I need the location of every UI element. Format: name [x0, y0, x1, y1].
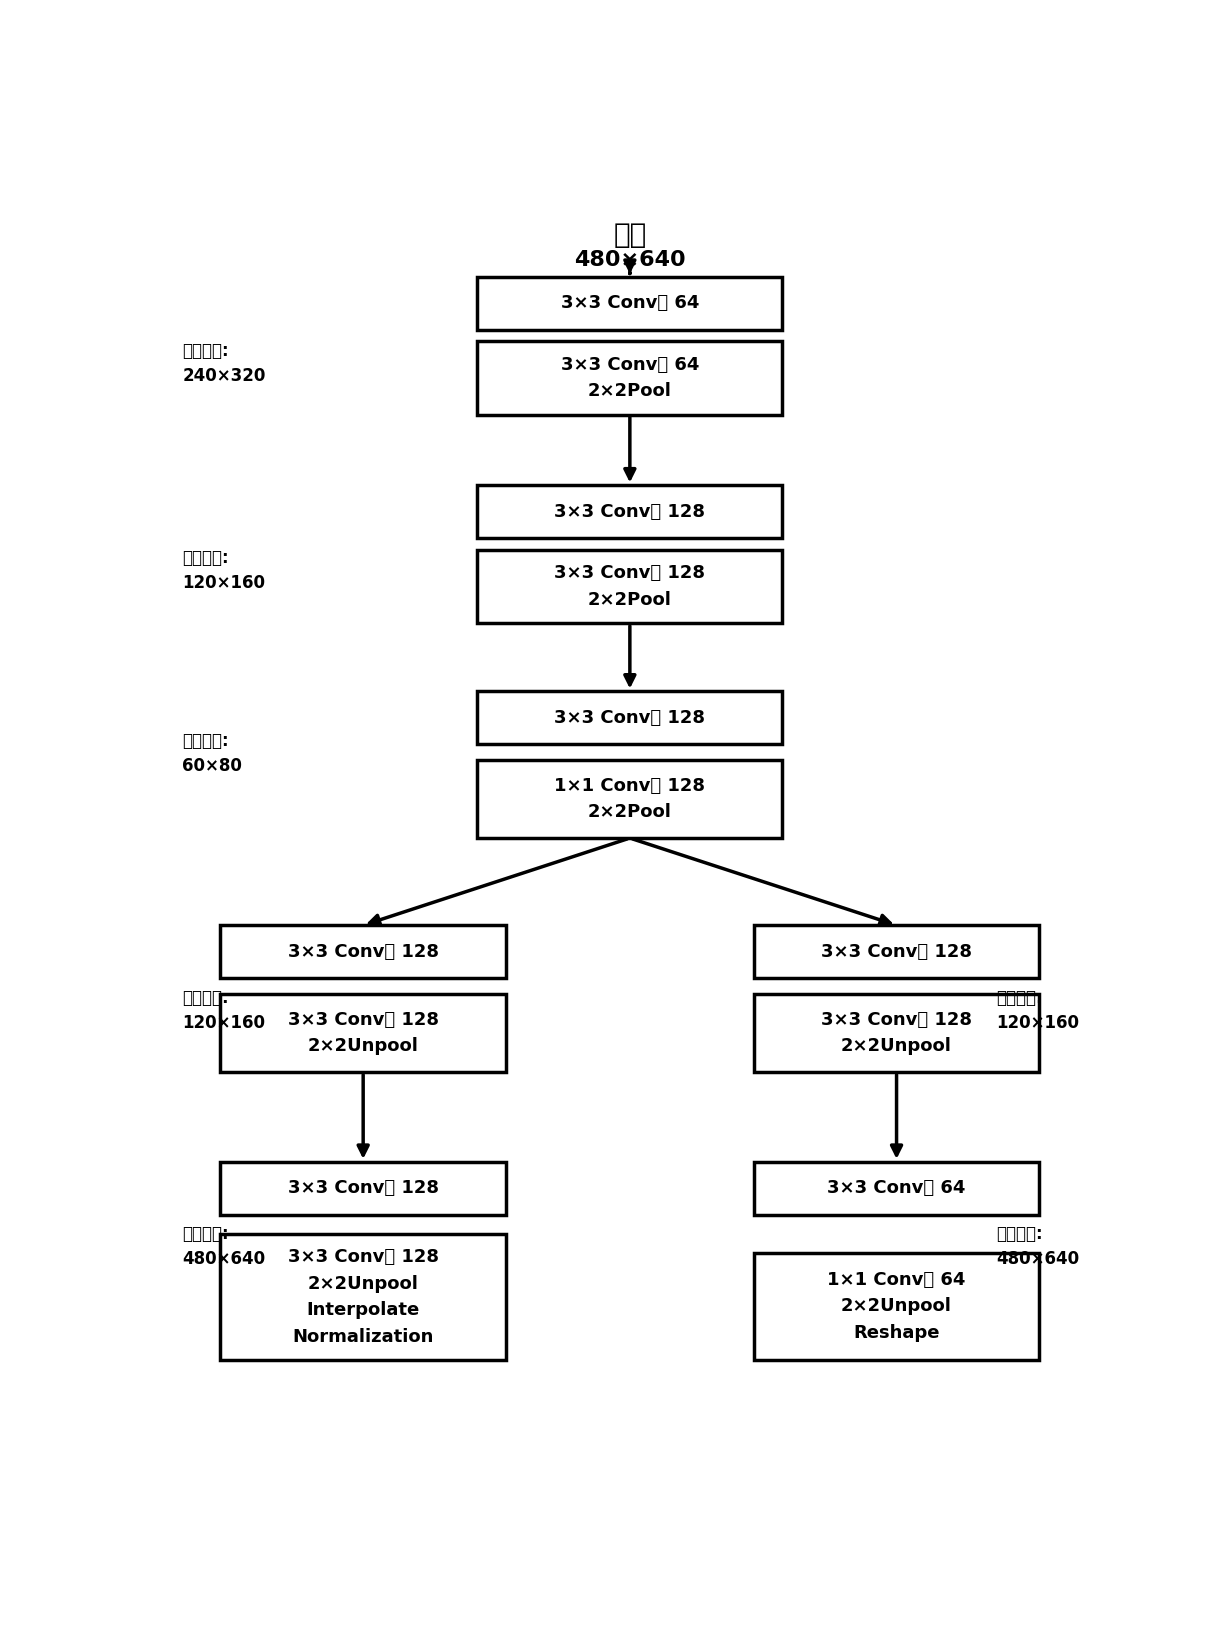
Text: 3×3 Conv， 64
2×2Pool: 3×3 Conv， 64 2×2Pool [560, 356, 699, 401]
FancyBboxPatch shape [477, 486, 782, 539]
Text: 输出大小:
480×640: 输出大小: 480×640 [182, 1225, 265, 1268]
Text: 输出大小:
120×160: 输出大小: 120×160 [997, 988, 1079, 1031]
Text: 3×3 Conv， 128: 3×3 Conv， 128 [288, 1179, 439, 1197]
FancyBboxPatch shape [753, 1163, 1040, 1215]
Text: 输出大小:
60×80: 输出大小: 60×80 [182, 732, 242, 775]
FancyBboxPatch shape [477, 277, 782, 330]
FancyBboxPatch shape [220, 1233, 506, 1360]
Text: 图像: 图像 [613, 222, 646, 250]
Text: 3×3 Conv， 128: 3×3 Conv， 128 [554, 709, 705, 727]
Text: 输出大小:
120×160: 输出大小: 120×160 [182, 548, 265, 591]
Text: 3×3 Conv， 128
2×2Unpool: 3×3 Conv， 128 2×2Unpool [288, 1010, 439, 1054]
FancyBboxPatch shape [220, 1163, 506, 1215]
FancyBboxPatch shape [753, 926, 1040, 979]
FancyBboxPatch shape [220, 993, 506, 1072]
FancyBboxPatch shape [753, 993, 1040, 1072]
Text: 3×3 Conv， 128
2×2Unpool
Interpolate
Normalization: 3×3 Conv， 128 2×2Unpool Interpolate Norm… [288, 1248, 439, 1345]
Text: 1×1 Conv， 64
2×2Unpool
Reshape: 1×1 Conv， 64 2×2Unpool Reshape [827, 1271, 966, 1342]
Text: 输出大小:
240×320: 输出大小: 240×320 [182, 343, 265, 386]
Text: 3×3 Conv， 128
2×2Unpool: 3×3 Conv， 128 2×2Unpool [821, 1010, 972, 1054]
Text: 3×3 Conv， 128: 3×3 Conv， 128 [821, 943, 972, 961]
FancyBboxPatch shape [220, 926, 506, 979]
Text: 1×1 Conv， 128
2×2Pool: 1×1 Conv， 128 2×2Pool [554, 777, 705, 821]
Text: 3×3 Conv， 128
2×2Pool: 3×3 Conv， 128 2×2Pool [554, 565, 705, 609]
Text: 输出大小:
120×160: 输出大小: 120×160 [182, 988, 265, 1031]
Text: 3×3 Conv， 128: 3×3 Conv， 128 [554, 502, 705, 521]
Text: 3×3 Conv， 64: 3×3 Conv， 64 [560, 294, 699, 312]
Text: 480×640: 480×640 [574, 250, 686, 271]
FancyBboxPatch shape [753, 1253, 1040, 1360]
FancyBboxPatch shape [477, 550, 782, 622]
Text: 3×3 Conv， 128: 3×3 Conv， 128 [288, 943, 439, 961]
FancyBboxPatch shape [477, 760, 782, 837]
FancyBboxPatch shape [477, 342, 782, 414]
Text: 输出大小:
480×640: 输出大小: 480×640 [997, 1225, 1080, 1268]
FancyBboxPatch shape [477, 691, 782, 744]
Text: 3×3 Conv， 64: 3×3 Conv， 64 [827, 1179, 966, 1197]
